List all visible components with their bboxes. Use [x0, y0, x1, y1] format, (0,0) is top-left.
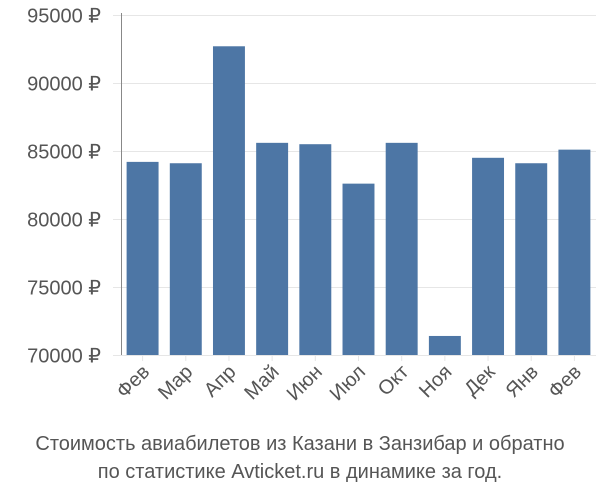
x-tick-label: Ноя: [415, 361, 456, 402]
bar: [169, 163, 202, 355]
y-tick-label: 95000 ₽: [27, 6, 101, 28]
x-tick-label: Дек: [460, 361, 499, 400]
y-tick-label: 80000 ₽: [27, 210, 101, 232]
caption-line-2: по статистике Avticket.ru в динамике за …: [97, 461, 503, 483]
bar: [342, 183, 375, 355]
chart-caption: Стоимость авиабилетов из Казани в Занзиб…: [0, 430, 600, 486]
caption-line-1: Стоимость авиабилетов из Казани в Занзиб…: [35, 433, 565, 455]
y-tick-label: 70000 ₽: [27, 346, 101, 368]
x-tick-label: Фев: [112, 361, 154, 403]
y-tick-label: 90000 ₽: [27, 74, 101, 96]
bar-chart: 70000 ₽ 75000 ₽ 80000 ₽ 85000 ₽ 90000 ₽ 95000…: [27, 6, 596, 405]
bar: [472, 157, 505, 355]
x-tick-label: Июн: [283, 361, 327, 405]
bar: [126, 161, 159, 355]
y-tick-label: 85000 ₽: [27, 142, 101, 164]
bar: [558, 149, 591, 355]
x-tick-label: Янв: [502, 361, 543, 402]
bar: [385, 142, 418, 355]
axes: [121, 13, 575, 361]
x-tick-label: Фев: [544, 361, 586, 403]
bars: [126, 46, 591, 355]
bar: [515, 163, 548, 355]
bar: [299, 144, 332, 355]
x-tick-label: Апр: [200, 361, 241, 402]
x-tick-label: Май: [240, 361, 283, 404]
y-tick-label: 75000 ₽: [27, 278, 101, 300]
y-tick-labels: 70000 ₽ 75000 ₽ 80000 ₽ 85000 ₽ 90000 ₽ 95000…: [27, 6, 101, 368]
x-tick-label: Мар: [154, 361, 197, 404]
bar: [428, 335, 461, 355]
x-tick-label: Окт: [374, 361, 413, 400]
bar: [212, 46, 245, 355]
bar: [256, 142, 289, 355]
x-tick-label: Июл: [326, 361, 370, 405]
